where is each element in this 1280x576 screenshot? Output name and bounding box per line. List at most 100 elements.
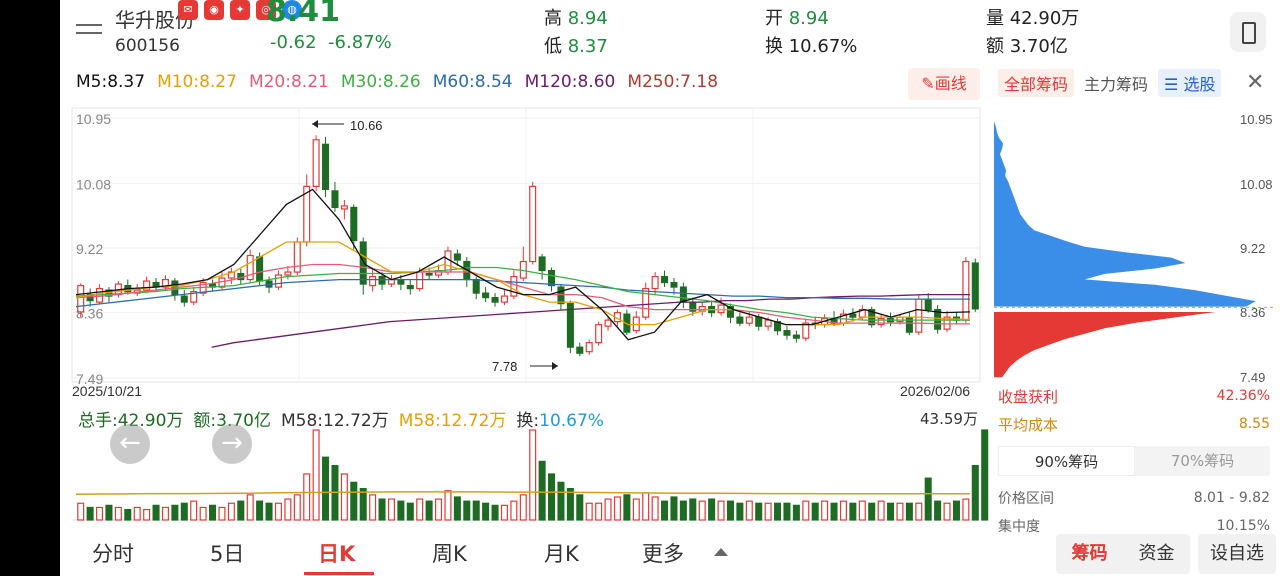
volume-bar-13 [199, 506, 207, 521]
add-watchlist-button[interactable]: 设自选 [1198, 534, 1276, 574]
volume-bar-5 [124, 508, 132, 521]
volume-bar-50 [548, 473, 556, 521]
volume-bar-53 [576, 494, 584, 521]
volume-bar-60 [642, 492, 650, 521]
chip-tick-2: 9.22 [1240, 241, 1265, 256]
notification-icon-5[interactable]: ◍ [282, 0, 302, 20]
chip-tabs: 全部筹码 主力筹码 ☰ 选股 [998, 68, 1280, 98]
volume-bar-8 [152, 504, 160, 521]
tab-funds[interactable]: 资金 [1138, 543, 1175, 564]
volume-bar-79 [821, 500, 829, 521]
quote-volume: 量 42.90万 [986, 8, 1080, 29]
draw-line-button[interactable]: ✎画线 [908, 68, 980, 100]
volume-bar-62 [661, 500, 669, 521]
price-tick-1: 10.08 [76, 176, 111, 192]
candle-body-73 [764, 319, 772, 327]
price-tick-2: 9.22 [76, 241, 103, 257]
candle-body-87 [896, 316, 904, 323]
tab-more[interactable]: 更多 [642, 542, 684, 566]
candle-body-31 [369, 275, 377, 287]
volume-bar-20 [265, 502, 273, 521]
volume-bar-49 [538, 460, 546, 521]
volume-bar-43 [482, 502, 490, 521]
volume-bar-70 [736, 502, 744, 521]
next-arrow-button[interactable]: → [212, 424, 252, 464]
candle-body-82 [849, 313, 857, 318]
volume-bar-0 [77, 502, 85, 521]
close-icon[interactable]: ✕ [1246, 70, 1265, 95]
volume-bar-18 [246, 494, 254, 521]
candle-body-0 [77, 284, 85, 313]
volume-max-label: 43.59万 [920, 410, 978, 428]
volume-bar-56 [604, 498, 612, 521]
high-annotation: 10.66 [350, 118, 383, 133]
menu-icon[interactable] [76, 24, 102, 42]
candle-body-51 [557, 286, 565, 305]
volume-bar-10 [171, 504, 179, 521]
volume-bar-1 [86, 506, 94, 521]
candle-body-95 [971, 262, 979, 310]
candle-body-18 [246, 254, 254, 281]
volume-bar-74 [774, 502, 782, 521]
vol-amount: 额:3.70亿 [193, 411, 271, 431]
candle-body-64 [679, 286, 687, 303]
volume-bar-41 [463, 500, 471, 521]
tab-70pct[interactable]: 70%筹码 [1170, 452, 1235, 470]
vol-m58a: M58:12.72万 [281, 411, 389, 431]
volume-bar-31 [369, 494, 377, 521]
tab-90pct[interactable]: 90%筹码 [998, 446, 1135, 476]
notification-icon-2[interactable]: ◉ [204, 0, 224, 20]
candle-body-19 [256, 256, 264, 282]
cost-row: 平均成本 8.55 [998, 415, 1270, 434]
notification-icons: ✉ ◉ ✦ ◎ ◍ [178, 0, 302, 20]
tab-monthly-k[interactable]: 月K [544, 542, 579, 566]
prev-arrow-button[interactable]: ← [110, 424, 150, 464]
volume-bar-66 [698, 500, 706, 521]
volume-bar-3 [105, 504, 113, 521]
volume-bar-88 [905, 502, 913, 521]
volume-bar-12 [190, 500, 198, 521]
landscape-phone-icon[interactable] [1230, 12, 1266, 52]
profit-row: 收盘获利 42.36% [998, 387, 1270, 406]
volume-bar-47 [519, 494, 527, 521]
volume-bar-89 [915, 502, 923, 521]
volume-ma-line [75, 491, 971, 495]
notification-icon-4[interactable]: ◎ [256, 0, 276, 20]
chip-tick-0: 10.95 [1240, 112, 1273, 127]
volume-bar-73 [764, 502, 772, 521]
candle-body-25 [312, 139, 320, 187]
stock-app: 华升股份 600156 ✉ ◉ ✦ ◎ ◍ 8.41 -0.62 -6.87% … [60, 0, 1280, 576]
vol-turnover: 换:10.67% [516, 411, 604, 431]
tab-all-chips[interactable]: 全部筹码 [998, 69, 1075, 97]
volume-bar-58 [623, 494, 631, 521]
tab-chips[interactable]: 筹码 [1071, 543, 1108, 564]
quote-open: 开 8.94 [765, 8, 829, 29]
volume-bar-29 [350, 481, 358, 521]
tab-pick-stock[interactable]: ☰ 选股 [1158, 69, 1222, 97]
tab-weekly-k[interactable]: 周K [432, 542, 467, 566]
volume-bar-19 [256, 500, 264, 521]
caret-up-icon[interactable] [714, 548, 728, 556]
candle-body-88 [905, 316, 913, 333]
tab-daily-k[interactable]: 日K [318, 542, 356, 566]
tab-intraday[interactable]: 分时 [92, 542, 134, 566]
candle-body-71 [745, 316, 753, 324]
tab-main-chips[interactable]: 主力筹码 [1084, 75, 1149, 94]
notification-icon-3[interactable]: ✦ [230, 0, 250, 20]
notification-icon-1[interactable]: ✉ [178, 0, 198, 20]
candle-body-92 [943, 316, 951, 330]
candle-body-60 [642, 287, 650, 318]
candle-body-75 [783, 330, 791, 336]
volume-bar-90 [924, 477, 932, 521]
volume-bar-96 [981, 429, 989, 521]
volume-bar-15 [218, 506, 226, 521]
candle-body-44 [491, 296, 499, 303]
active-tab-underline [304, 572, 374, 575]
tab-5day[interactable]: 5日 [210, 542, 245, 566]
ma30-label: M30:8.26 [340, 72, 421, 92]
candle-body-91 [934, 309, 942, 330]
volume-bar-52 [566, 488, 574, 521]
candle-body-30 [359, 241, 367, 285]
high-arrowhead [312, 120, 318, 128]
low-arrowhead [552, 362, 558, 370]
